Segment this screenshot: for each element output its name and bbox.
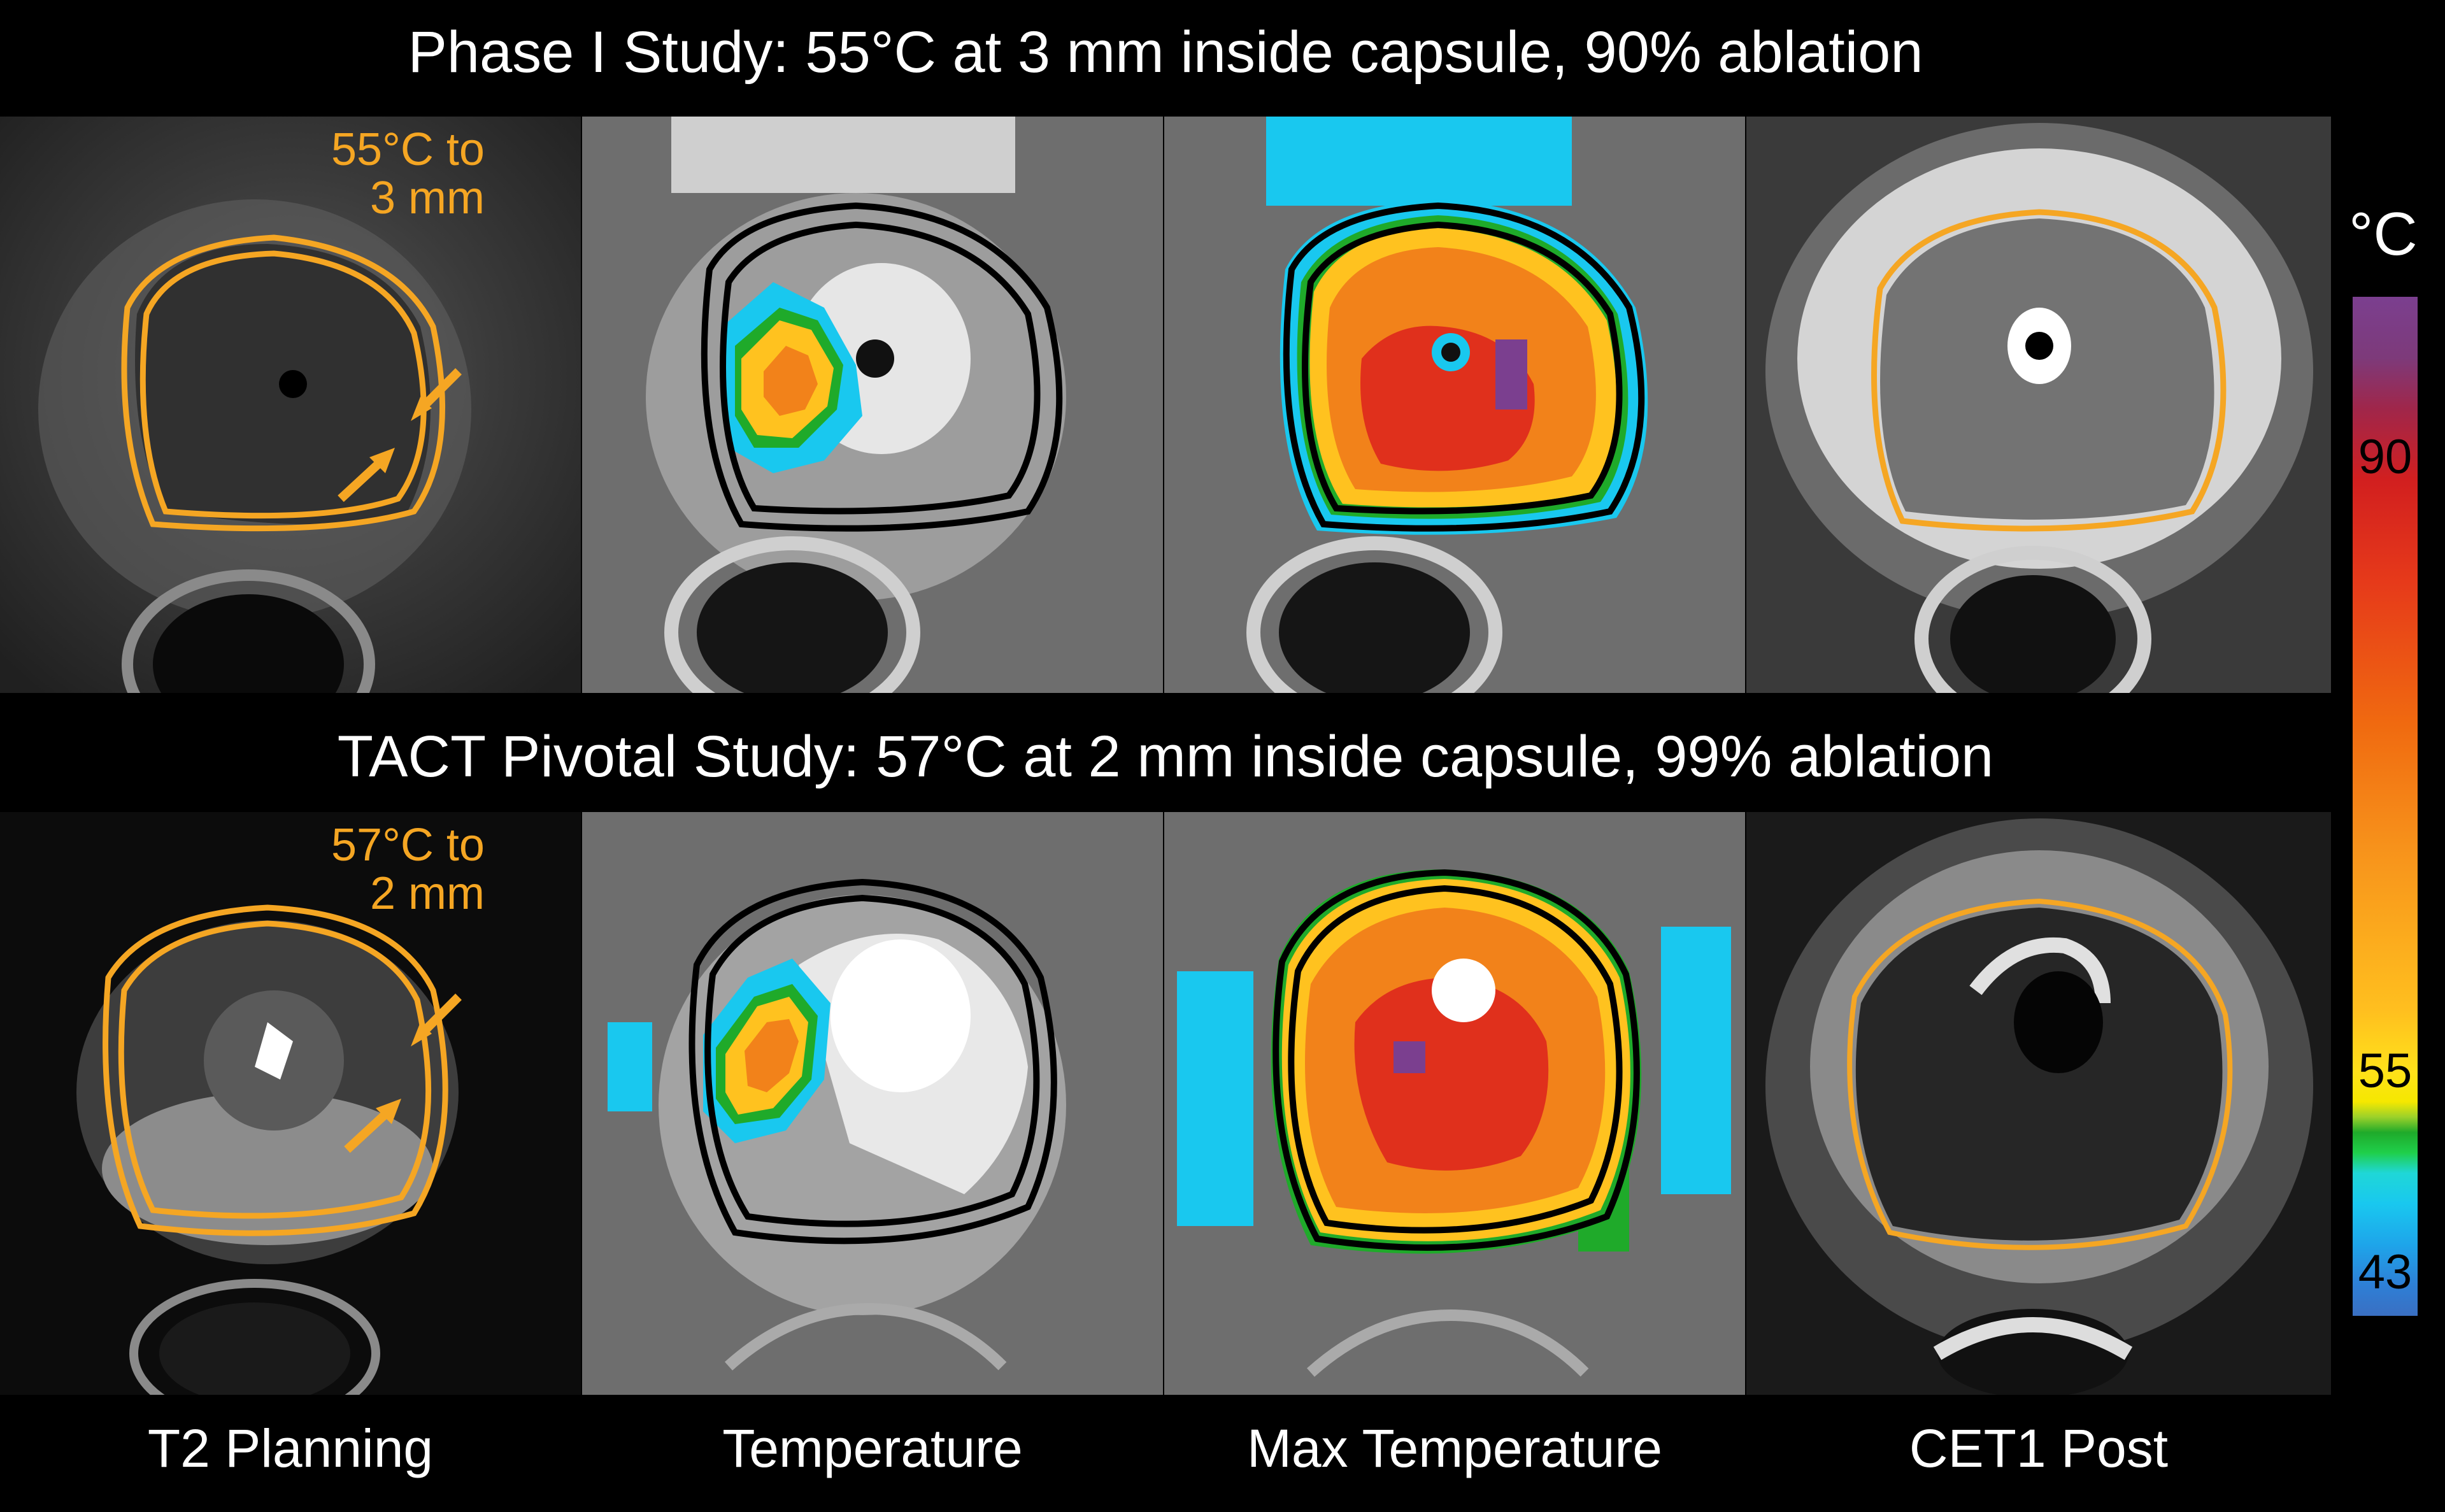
tact-pivotal-image-row <box>0 812 2331 1395</box>
colorbar-tick-90: 90 <box>2358 430 2413 484</box>
cet1-post-image-tact <box>1746 812 2331 1395</box>
max-temperature-image-tact <box>1164 812 1745 1395</box>
annotation-distance-line: 2 mm <box>369 867 485 919</box>
column-label-cet1-post: CET1 Post <box>1909 1418 2169 1478</box>
t2-planning-image-phase-1 <box>0 117 581 693</box>
temperature-image-phase-1 <box>582 117 1163 693</box>
column-label-t2-planning: T2 Planning <box>147 1418 434 1478</box>
annotation-temp-line: 57°C to <box>331 820 485 871</box>
temperature-colorbar <box>2353 297 2418 1316</box>
phase-1-margin-annotation: 55°C to 3 mm <box>331 124 485 224</box>
phase-1-image-row <box>0 117 2331 693</box>
column-label-max-temperature: Max Temperature <box>1246 1418 1663 1478</box>
cet1-post-image-phase-1 <box>1746 117 2331 693</box>
row-2-title: TACT Pivotal Study: 57°C at 2 mm inside … <box>337 724 1994 789</box>
colorbar-unit-label: °C <box>2349 200 2418 268</box>
row-1-title: Phase I Study: 55°C at 3 mm inside capsu… <box>408 20 1923 85</box>
t2-planning-image-tact <box>0 812 581 1395</box>
max-temperature-image-phase-1 <box>1164 117 1745 693</box>
colorbar-tick-43: 43 <box>2358 1245 2413 1299</box>
colorbar-tick-55: 55 <box>2358 1044 2413 1098</box>
temperature-image-tact <box>582 812 1163 1395</box>
tact-margin-annotation: 57°C to 2 mm <box>331 820 485 919</box>
annotation-temp-line: 55°C to <box>331 124 485 175</box>
column-label-temperature: Temperature <box>722 1418 1023 1478</box>
annotation-distance-line: 3 mm <box>369 172 485 224</box>
